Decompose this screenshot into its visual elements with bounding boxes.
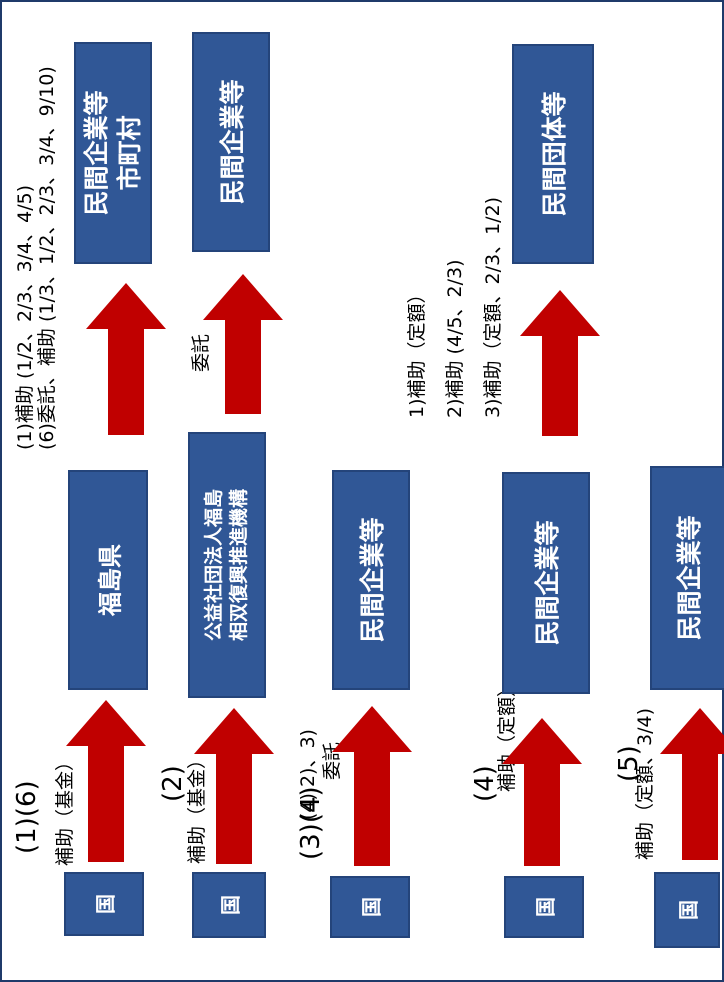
row3-label-line1: (4) 2)、3) xyxy=(297,729,319,820)
row4-note-line2: 2)補助 (4/5、2/3) xyxy=(444,259,466,418)
row2-org-line1: 公益社団法人福島 xyxy=(203,488,225,642)
row1-target-line1: 民間企業等 xyxy=(82,90,111,216)
row1-prefecture-box: 福島県 xyxy=(68,470,148,690)
row4-arrow-2 xyxy=(520,290,600,436)
row1-note: (1)補助 (1/2、2/3、3/4、4/5) (6)委託、補助 (1/3、1/… xyxy=(14,66,58,450)
row5-arrow xyxy=(660,708,724,860)
row2-target-box: 民間企業等 xyxy=(192,32,270,252)
row3-origin-box: 国 xyxy=(330,876,410,938)
row4-company-box: 民間企業等 xyxy=(502,472,590,694)
row2-note: 委託 xyxy=(190,333,212,372)
row4-origin-box: 国 xyxy=(504,876,584,938)
row4-arrow-1 xyxy=(502,718,582,866)
row1-arrow-1 xyxy=(66,700,146,862)
row2-number: (2) xyxy=(158,765,188,802)
row2-arrow-1 xyxy=(194,708,274,864)
row4-target-box: 民間団体等 xyxy=(512,44,594,264)
row5-target-box: 民間企業等 xyxy=(650,466,724,690)
row2-org-line2: 相双復興推進機構 xyxy=(228,488,250,642)
row4-note-line3: 3)補助（定額、2/3、1/2) xyxy=(482,196,504,418)
row1-target-line2: 市町村 xyxy=(115,115,144,191)
row2-organization-box: 公益社団法人福島 相双復興推進機構 xyxy=(188,432,266,698)
row3-arrow xyxy=(332,706,412,866)
row1-arrow-2 xyxy=(86,283,166,435)
row1-note-line2: (6)委託、補助 (1/3、1/2、2/3、3/4、9/10) xyxy=(36,66,58,450)
row1-note-line1: (1)補助 (1/2、2/3、3/4、4/5) xyxy=(14,184,36,450)
row1-number: (1)(6) xyxy=(12,780,42,854)
row2-arrow-2 xyxy=(203,274,283,414)
row1-origin-box: 国 xyxy=(64,872,144,936)
row4-note: 1)補助（定額） 2)補助 (4/5、2/3) 3)補助（定額、2/3、1/2) xyxy=(398,197,512,418)
row5-funding-label: 補助（定額、3/4) xyxy=(634,708,656,860)
row2-origin-box: 国 xyxy=(192,872,266,938)
row4-note-line1: 1)補助（定額） xyxy=(406,284,428,418)
row3-target-box: 民間企業等 xyxy=(332,470,410,690)
row1-target-box: 民間企業等 市町村 xyxy=(74,42,152,264)
row5-origin-box: 国 xyxy=(654,872,720,948)
